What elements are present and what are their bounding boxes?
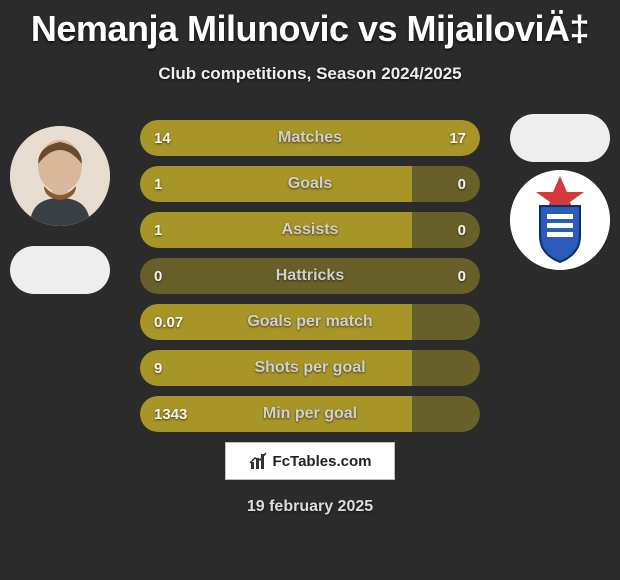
stat-value-right: 0 bbox=[458, 222, 466, 239]
player-left-avatar bbox=[10, 126, 110, 226]
stat-row-matches: 14 Matches 17 bbox=[140, 120, 480, 156]
spartak-crest-icon bbox=[510, 170, 610, 270]
footer-date: 19 february 2025 bbox=[0, 498, 620, 516]
stat-value-right: 0 bbox=[458, 176, 466, 193]
person-photo-icon bbox=[10, 126, 110, 226]
fctables-logo-text: FcTables.com bbox=[273, 453, 372, 470]
page-title: Nemanja Milunovic vs MijailoviÄ‡ bbox=[0, 0, 620, 50]
stat-label: Goals bbox=[140, 175, 480, 193]
stat-label: Goals per match bbox=[140, 313, 480, 331]
stat-value-right: 17 bbox=[449, 130, 466, 147]
stat-label: Shots per goal bbox=[140, 359, 480, 377]
player-left-club-badge bbox=[10, 246, 110, 294]
stat-row-goals: 1 Goals 0 bbox=[140, 166, 480, 202]
stat-value-right: 0 bbox=[458, 268, 466, 285]
stat-row-assists: 1 Assists 0 bbox=[140, 212, 480, 248]
stat-row-goals-per-match: 0.07 Goals per match bbox=[140, 304, 480, 340]
fctables-logo[interactable]: FcTables.com bbox=[225, 442, 395, 480]
chart-icon bbox=[249, 451, 269, 471]
stat-label: Min per goal bbox=[140, 405, 480, 423]
stat-label: Matches bbox=[140, 129, 480, 147]
stat-row-hattricks: 0 Hattricks 0 bbox=[140, 258, 480, 294]
player-right-placeholder-badge bbox=[510, 114, 610, 162]
page-subtitle: Club competitions, Season 2024/2025 bbox=[0, 64, 620, 84]
stat-row-shots-per-goal: 9 Shots per goal bbox=[140, 350, 480, 386]
stat-label: Assists bbox=[140, 221, 480, 239]
player-right-club-crest bbox=[510, 170, 610, 270]
stats-container: 14 Matches 17 1 Goals 0 1 Assists 0 0 Ha… bbox=[140, 120, 480, 442]
stat-label: Hattricks bbox=[140, 267, 480, 285]
stat-row-min-per-goal: 1343 Min per goal bbox=[140, 396, 480, 432]
